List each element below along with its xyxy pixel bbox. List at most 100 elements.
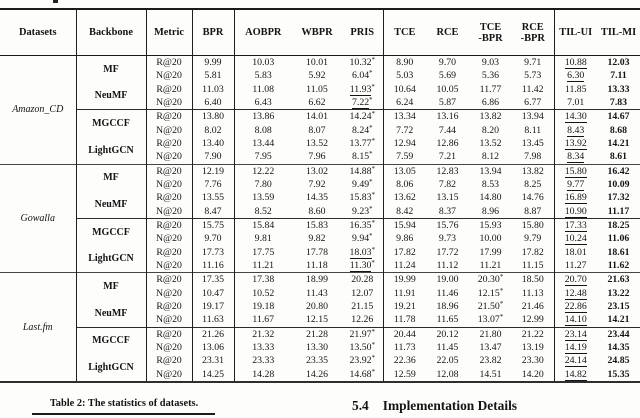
table-row: Gowalla MF R@20 12.19 12.22 13.02 14.88* 13.05 1… xyxy=(0,163,640,273)
value-cell: 10.90 xyxy=(564,205,587,218)
value-cell: 13.06 xyxy=(192,340,235,355)
metric-label: N@20 xyxy=(146,232,193,246)
value-cell: 7.92 xyxy=(308,179,326,191)
value-cell: 19.17 xyxy=(192,299,235,314)
backbone-label: NeuMF xyxy=(76,82,147,110)
value-cell: 8.47 xyxy=(192,204,235,219)
value-cell: 14.51 xyxy=(479,368,502,380)
value-cell: 19.99 xyxy=(383,272,426,287)
value-cell: 10.47 xyxy=(192,286,235,300)
value-cell: 16.89 xyxy=(564,192,587,205)
value-cell: 14.67 xyxy=(597,109,640,124)
value-cell: 11.21 xyxy=(479,260,502,272)
value-cell: 13.82 xyxy=(512,163,555,178)
value-cell: 10.09 xyxy=(607,179,630,191)
value-cell: 5.83 xyxy=(254,70,272,82)
value-cell: 21.28 xyxy=(292,326,342,341)
dataset-label: Last.fm xyxy=(0,272,77,382)
value-cell: 11.24 xyxy=(393,260,416,272)
value-cell: 11.65 xyxy=(436,314,459,326)
value-cell: 9.23* xyxy=(342,204,384,219)
value-cell: 5.03 xyxy=(396,70,414,82)
value-cell: 5.36 xyxy=(481,70,500,82)
table-row: NeuMF R@20 11.03 11.08 11.05 11.93* 10.64 10.05… xyxy=(0,82,640,110)
value-cell: 12.15 xyxy=(305,314,329,326)
backbone-label: MF xyxy=(76,272,147,300)
value-cell: 8.60 xyxy=(308,205,326,217)
table-row: MGCCF R@20 13.80 13.86 14.01 14.24* 13.34 13.16… xyxy=(0,109,640,137)
value-cell: 17.82 xyxy=(512,245,555,259)
value-cell: 14.20 xyxy=(512,367,555,382)
value-cell: 8.15* xyxy=(342,150,384,165)
backbone-label: NeuMF xyxy=(76,191,147,219)
value-cell: 11.15 xyxy=(512,258,555,273)
column-header: Datasets xyxy=(0,9,77,56)
value-cell: 10.01 xyxy=(305,57,329,69)
value-cell: 14.19 xyxy=(564,342,587,355)
value-cell: 11.63 xyxy=(192,313,235,328)
value-cell: 6.77 xyxy=(512,95,555,110)
column-header: RCE -BPR xyxy=(512,9,555,56)
value-cell: 6.43 xyxy=(254,97,272,109)
metric-label: R@20 xyxy=(146,354,193,368)
value-cell: 13.86 xyxy=(234,109,292,124)
value-cell: 21.32 xyxy=(234,326,292,341)
metric-label: R@20 xyxy=(146,272,193,287)
header-row: Datasets Backbone Metric BPR AOBPR WBPR PRIS TC… xyxy=(0,9,640,56)
section-number: 5.4 xyxy=(352,398,369,413)
value-cell: 13.44 xyxy=(252,138,275,150)
value-cell: 9.81 xyxy=(254,233,272,245)
value-cell: 12.22 xyxy=(234,163,292,178)
value-cell: 17.72 xyxy=(436,246,459,258)
column-header: TCE xyxy=(383,9,426,56)
value-cell: 10.88 xyxy=(564,57,587,70)
value-cell: 12.99 xyxy=(512,313,555,328)
value-cell: 11.12 xyxy=(436,260,459,272)
value-cell: 7.01 xyxy=(567,97,585,109)
value-cell: 13.62 xyxy=(393,192,416,204)
backbone-label: MF xyxy=(76,55,147,83)
table-row: LightGCN R@20 13.40 13.44 13.52 13.77* 12.94 12… xyxy=(0,136,640,165)
value-cell: 8.87 xyxy=(512,204,555,219)
value-cell: 19.18 xyxy=(252,301,275,313)
value-cell: 5.81 xyxy=(192,69,235,83)
significance-star: * xyxy=(371,83,375,91)
value-cell: 14.82 xyxy=(564,368,587,381)
value-cell: 20.80 xyxy=(305,301,329,313)
significance-star: * xyxy=(371,260,375,268)
value-cell: 7.98 xyxy=(512,150,555,165)
metric-label: N@20 xyxy=(146,258,193,273)
value-cell: 9.82 xyxy=(308,233,326,245)
value-cell: 8.43 xyxy=(567,124,585,137)
value-cell: 22.05 xyxy=(436,355,459,367)
backbone-label: MGCCF xyxy=(76,217,147,246)
backbone-label: LightGCN xyxy=(76,136,147,165)
value-cell: 11.05 xyxy=(306,83,328,95)
metric-label: R@20 xyxy=(146,326,193,341)
metric-label: N@20 xyxy=(146,95,193,110)
value-cell: 20.70 xyxy=(554,272,597,287)
metric-label: R@20 xyxy=(146,55,193,70)
value-cell: 9.49* xyxy=(342,177,384,192)
cropped-text-fragment xyxy=(53,0,58,3)
value-cell: 7.21 xyxy=(438,151,457,163)
table-row: MGCCF R@20 21.26 21.32 21.28 21.97* 20.44 20.12… xyxy=(0,326,640,355)
dataset-label: Amazon_CD xyxy=(0,55,77,165)
value-cell: 21.46 xyxy=(512,299,555,314)
value-cell: 10.24 xyxy=(564,233,587,246)
section-heading: 5.4 Implementation Details xyxy=(352,398,517,414)
column-header: RCE xyxy=(426,9,469,56)
value-cell: 13.07* xyxy=(477,314,504,326)
value-cell: 18.25 xyxy=(597,217,640,233)
table-row: N@20 8.47 8.52 8.60 9.23* 8.42 8.37 8.96 8.87 10.… xyxy=(0,204,640,219)
value-cell: 14.30 xyxy=(554,109,597,124)
table-row: N@20 10.47 10.52 11.43 12.07 11.91 11.46 12.15*… xyxy=(0,286,640,300)
significance-star: * xyxy=(371,328,375,336)
value-cell: 12.15* xyxy=(477,287,504,299)
value-cell: 8.06 xyxy=(396,179,414,191)
value-cell: 18.96 xyxy=(436,301,459,313)
value-cell: 12.83 xyxy=(426,163,469,178)
value-cell: 9.70 xyxy=(438,57,457,69)
value-cell: 10.52 xyxy=(252,287,275,299)
value-cell: 6.04* xyxy=(342,69,384,83)
